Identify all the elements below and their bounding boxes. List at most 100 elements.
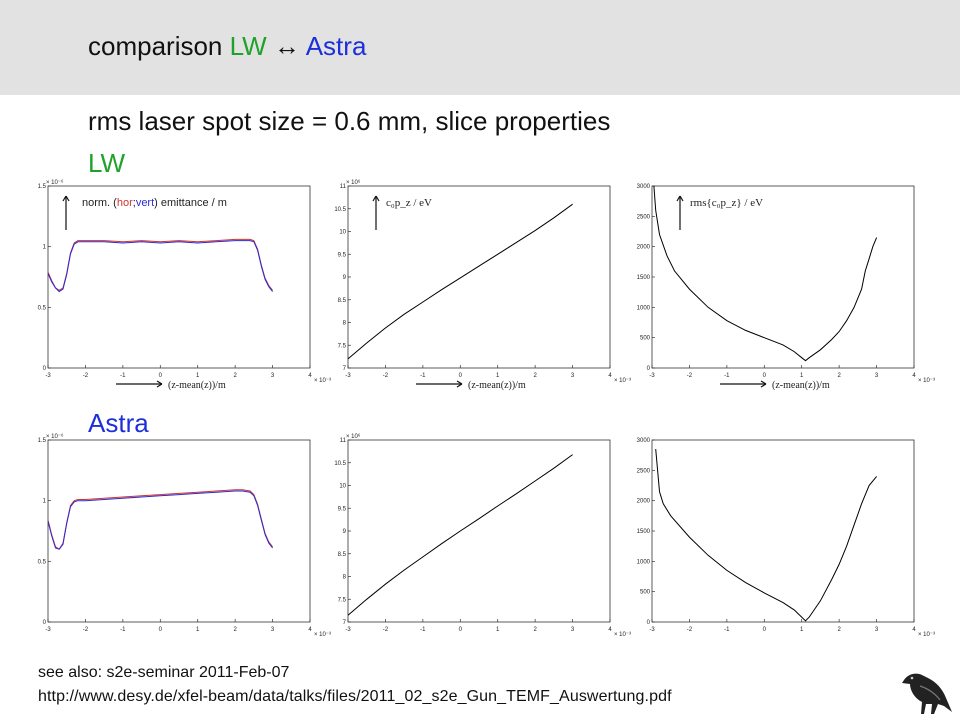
y-tick-label: 1: [43, 499, 47, 505]
footer-url[interactable]: http://www.desy.de/xfel-beam/data/talks/…: [38, 688, 672, 705]
y-tick-label: 0: [647, 366, 651, 372]
x-tick-label: -2: [687, 373, 693, 379]
y-tick-label: 500: [640, 336, 651, 342]
x-tick-label: 0: [763, 627, 767, 633]
series-line-0: [47, 489, 273, 550]
series-line-0: [653, 185, 878, 362]
x-tick-label: 1: [800, 627, 804, 633]
y-tick-label: 9.5: [338, 252, 347, 258]
y-exponent-label: × 10⁶: [346, 433, 361, 440]
y-tick-label: 7: [343, 366, 347, 372]
y-tick-label: 10: [339, 230, 346, 236]
plot-frame: [651, 185, 915, 369]
x-tick-label: -1: [724, 373, 730, 379]
y-tick-label: 1: [43, 245, 47, 251]
y-tick-label: 2000: [637, 499, 651, 505]
plot-frame: [347, 185, 611, 369]
y-tick-label: 10.5: [334, 461, 346, 467]
y-axis-label: rms{c₀p_z} / eV: [690, 197, 763, 209]
x-exponent-label: × 10⁻³: [614, 378, 631, 384]
x-tick-label: 3: [571, 373, 575, 379]
x-axis-label: (z-mean(z))/m: [468, 380, 526, 391]
x-tick-label: 2: [233, 627, 237, 633]
title-astra: Astra: [305, 31, 367, 61]
x-exponent-label: × 10⁻³: [314, 632, 331, 638]
x-tick-label: 4: [912, 373, 916, 379]
y-tick-label: 0.5: [38, 305, 47, 311]
x-tick-label: -1: [420, 627, 426, 633]
y-axis-label-part: vert: [136, 197, 154, 209]
plot-lw-momentum: -3 -2 -1 0 1 2 3 4 7 7.5 8 8.5 9 9.5 10 10.5 11 × 10⁻³ × 1…: [334, 178, 631, 398]
y-tick-label: 9.5: [338, 506, 347, 512]
x-axis-arrow: [116, 380, 163, 388]
x-axis-arrow: [720, 380, 767, 388]
title-arrow: ↔: [266, 31, 306, 61]
y-tick-label: 8: [343, 575, 347, 581]
x-tick-label: 3: [875, 373, 879, 379]
x-tick-label: -1: [120, 373, 126, 379]
y-tick-label: 7: [343, 620, 347, 626]
y-tick-label: 1.5: [38, 184, 47, 190]
x-exponent-label: × 10⁻³: [918, 378, 935, 384]
y-tick-label: 2500: [637, 214, 651, 220]
x-axis-label: (z-mean(z))/m: [168, 380, 226, 391]
section-label-lw: LW: [88, 148, 126, 178]
page-title: comparison LW ↔ Astra: [88, 31, 366, 62]
x-axis-label: (z-mean(z))/m: [772, 380, 830, 391]
x-tick-label: -3: [345, 373, 351, 379]
y-tick-label: 7.5: [338, 597, 347, 603]
x-tick-label: 3: [271, 373, 275, 379]
plot-astra-energy-spread: -3 -2 -1 0 1 2 3 4 0 500 1000 1500 2000 2500 3000 × 10⁻…: [637, 432, 935, 652]
x-tick-label: 0: [159, 627, 163, 633]
y-exponent-label: × 10⁻⁶: [46, 433, 64, 440]
x-tick-label: -2: [383, 373, 389, 379]
series-line-0: [347, 454, 573, 616]
y-axis-arrow: [676, 195, 684, 230]
y-exponent-label: × 10⁶: [346, 179, 361, 186]
y-tick-label: 1500: [637, 529, 651, 535]
x-tick-label: -2: [383, 627, 389, 633]
y-tick-label: 11: [340, 438, 347, 444]
y-axis-arrow: [372, 195, 380, 230]
y-axis-label-part: ;: [133, 197, 136, 209]
y-exponent-label: × 10⁻⁶: [46, 179, 64, 186]
x-tick-label: 4: [608, 373, 612, 379]
section-label-astra: Astra: [88, 408, 149, 438]
x-tick-label: 1: [496, 627, 500, 633]
plot-frame: [347, 439, 611, 623]
series-line-1: [47, 490, 273, 550]
y-axis-label-part: ) emittance / m: [154, 197, 227, 209]
x-tick-label: 1: [196, 373, 200, 379]
plot-lw-emittance: -3 -2 -1 0 1 2 3 4 0 0.5 1 1.5 × 10⁻³ × 10⁻⁶ norm. (ho…: [36, 178, 331, 398]
x-tick-label: -3: [649, 373, 655, 379]
plot-frame: [47, 439, 311, 623]
y-tick-label: 9: [343, 529, 347, 535]
x-tick-label: -3: [345, 627, 351, 633]
plot-astra-momentum: -3 -2 -1 0 1 2 3 4 7 7.5 8 8.5 9 9.5 10 10.5 11 × 10⁻³ × 1…: [334, 432, 631, 652]
y-tick-label: 0: [647, 620, 651, 626]
plot-lw-energy-spread: -3 -2 -1 0 1 2 3 4 0 500 1000 1500 2000 2500 3000 × 10⁻…: [637, 178, 935, 398]
x-tick-label: 4: [912, 627, 916, 633]
x-exponent-label: × 10⁻³: [314, 378, 331, 384]
title-lw: LW: [229, 31, 267, 61]
crow-icon: [898, 666, 954, 718]
x-tick-label: 1: [800, 373, 804, 379]
x-tick-label: 3: [271, 627, 275, 633]
footer-see-also: see also: s2e-seminar 2011-Feb-07: [38, 664, 290, 681]
x-tick-label: 2: [837, 627, 841, 633]
x-tick-label: 0: [459, 627, 463, 633]
y-tick-label: 3000: [637, 438, 651, 444]
y-axis-arrow: [62, 195, 70, 230]
y-tick-label: 0.5: [38, 559, 47, 565]
series-line-0: [47, 238, 273, 291]
y-tick-label: 0: [43, 366, 47, 372]
y-tick-label: 11: [340, 184, 347, 190]
y-tick-label: 2000: [637, 245, 651, 251]
x-tick-label: 4: [308, 627, 312, 633]
x-tick-label: 2: [837, 373, 841, 379]
x-tick-label: 2: [533, 373, 537, 379]
plot-frame: [651, 439, 915, 623]
x-tick-label: -1: [120, 627, 126, 633]
x-tick-label: 0: [459, 373, 463, 379]
x-tick-label: -3: [649, 627, 655, 633]
